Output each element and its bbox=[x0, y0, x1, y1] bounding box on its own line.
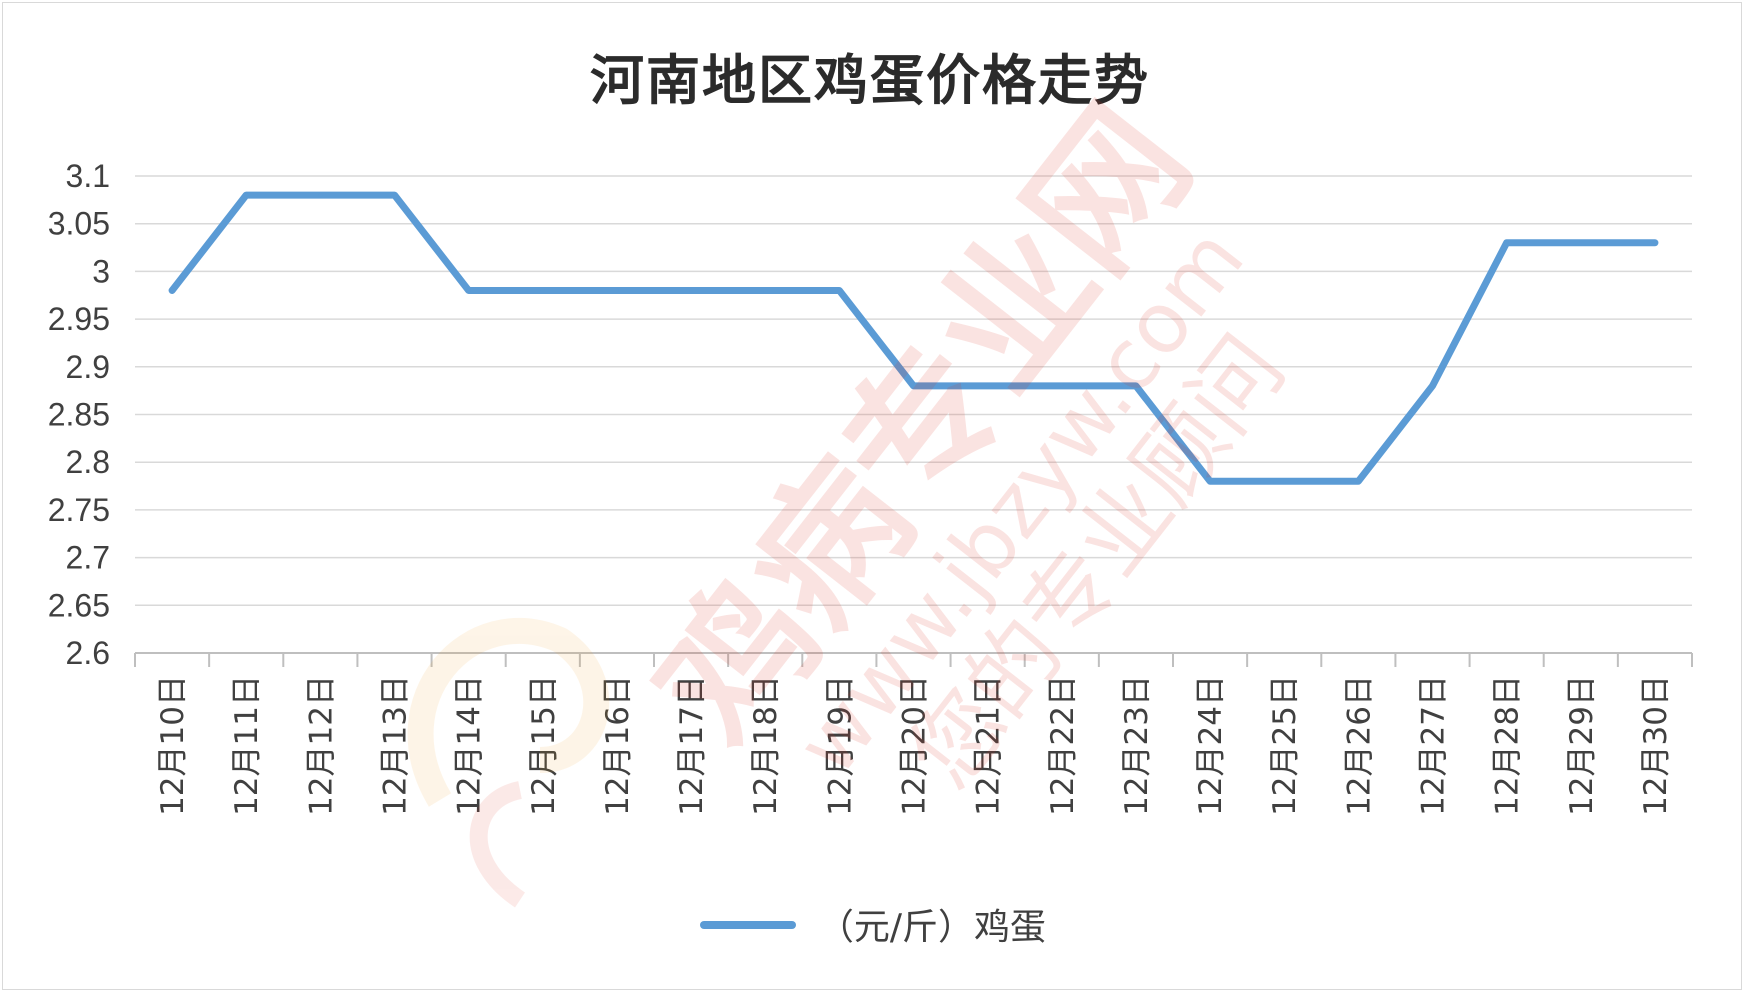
data-point bbox=[170, 288, 175, 293]
x-tick-label: 12月18日 bbox=[748, 675, 784, 816]
x-tick-label: 12月13日 bbox=[378, 675, 414, 816]
x-tick-label: 12月29日 bbox=[1564, 675, 1600, 816]
data-point bbox=[1504, 240, 1509, 245]
y-tick-label: 2.65 bbox=[48, 587, 110, 623]
data-point bbox=[837, 288, 842, 293]
data-point bbox=[763, 288, 768, 293]
data-point bbox=[1282, 479, 1287, 484]
y-tick-label: 2.9 bbox=[66, 349, 110, 385]
data-point bbox=[244, 193, 249, 198]
data-point bbox=[911, 383, 916, 388]
x-tick-label: 12月30日 bbox=[1638, 675, 1674, 816]
legend: （元/斤）鸡蛋 bbox=[0, 898, 1746, 950]
y-tick-label: 2.7 bbox=[66, 540, 110, 576]
data-point bbox=[1208, 479, 1213, 484]
y-tick-label: 2.85 bbox=[48, 397, 110, 433]
data-point bbox=[540, 288, 545, 293]
data-point bbox=[466, 288, 471, 293]
data-point bbox=[1133, 383, 1138, 388]
x-tick-label: 12月16日 bbox=[600, 675, 636, 816]
x-tick-label: 12月23日 bbox=[1119, 675, 1155, 816]
legend-swatch-icon bbox=[699, 921, 796, 929]
x-tick-label: 12月15日 bbox=[526, 675, 562, 816]
x-tick-label: 12月20日 bbox=[897, 675, 933, 816]
y-tick-label: 2.75 bbox=[48, 492, 110, 528]
data-point bbox=[614, 288, 619, 293]
data-point bbox=[1356, 479, 1361, 484]
data-point bbox=[1652, 240, 1657, 245]
x-tick-label: 12月11日 bbox=[229, 675, 265, 816]
x-tick-label: 12月26日 bbox=[1341, 675, 1377, 816]
data-point bbox=[392, 193, 397, 198]
y-tick-label: 2.8 bbox=[66, 444, 110, 480]
data-point bbox=[1059, 383, 1064, 388]
x-tick-label: 12月27日 bbox=[1416, 675, 1452, 816]
x-tick-label: 12月28日 bbox=[1490, 675, 1526, 816]
data-point bbox=[689, 288, 694, 293]
data-point bbox=[985, 383, 990, 388]
data-point bbox=[318, 193, 323, 198]
data-point bbox=[1430, 383, 1435, 388]
chart-title: 河南地区鸡蛋价格走势 bbox=[590, 48, 1150, 112]
x-axis-ticks: 12月10日 12月11日 12月12日 12月13日 12月14日 12月15日 12月1… bbox=[155, 675, 1674, 816]
x-tick-label: 12月17日 bbox=[674, 675, 710, 816]
x-tick-label: 12月10日 bbox=[155, 675, 191, 816]
y-tick-label: 2.6 bbox=[66, 635, 110, 671]
y-tick-label: 3.1 bbox=[66, 158, 110, 194]
y-tick-label: 2.95 bbox=[48, 301, 110, 337]
y-axis-ticks: 3.1 3.05 3 2.95 2.9 2.85 2.8 2.75 2.7 2.65 2.6 bbox=[48, 158, 110, 671]
x-tick-label: 12月22日 bbox=[1045, 675, 1081, 816]
y-tick-label: 3.05 bbox=[48, 206, 110, 242]
series-line-egg-price bbox=[168, 191, 1659, 485]
x-tick-label: 12月25日 bbox=[1267, 675, 1303, 816]
y-tick-label: 3 bbox=[92, 253, 110, 289]
legend-label: （元/斤）鸡蛋 bbox=[817, 907, 1047, 948]
x-tick-label: 12月21日 bbox=[971, 675, 1007, 816]
x-tick-label: 12月12日 bbox=[303, 675, 339, 816]
x-tick-label: 12月19日 bbox=[822, 675, 858, 816]
gridlines bbox=[135, 175, 1692, 607]
x-tick-label: 12月24日 bbox=[1193, 675, 1229, 816]
x-tick-label: 12月14日 bbox=[452, 675, 488, 816]
x-axis bbox=[134, 652, 1693, 667]
series-layer bbox=[168, 191, 1659, 485]
data-point bbox=[1578, 240, 1583, 245]
